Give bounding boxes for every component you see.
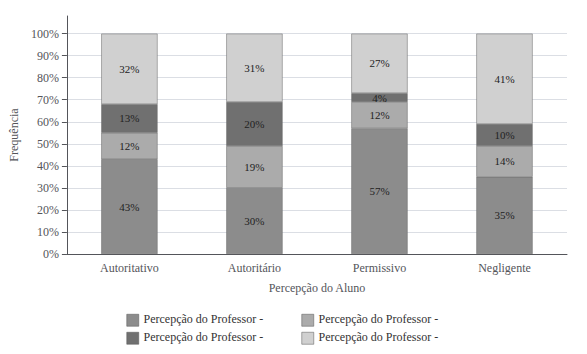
svg-text:50%: 50% — [37, 137, 59, 151]
svg-text:20%: 20% — [37, 203, 59, 217]
svg-text:27%: 27% — [369, 57, 389, 69]
svg-text:0%: 0% — [43, 247, 59, 261]
svg-text:Permissivo: Permissivo — [353, 261, 406, 275]
svg-text:10%: 10% — [494, 129, 514, 141]
svg-text:Percepção do Professor -: Percepção do Professor - — [319, 312, 439, 326]
svg-text:Negligente: Negligente — [478, 261, 531, 275]
svg-text:100%: 100% — [31, 27, 59, 41]
svg-text:60%: 60% — [37, 115, 59, 129]
svg-text:70%: 70% — [37, 93, 59, 107]
svg-text:Autoritário: Autoritário — [228, 261, 281, 275]
svg-text:12%: 12% — [369, 109, 389, 121]
svg-text:Frequência: Frequência — [7, 108, 21, 162]
svg-text:41%: 41% — [494, 73, 514, 85]
svg-text:Autoritativo: Autoritativo — [100, 261, 159, 275]
svg-text:90%: 90% — [37, 49, 59, 63]
svg-text:Percepção do Aluno: Percepção do Aluno — [269, 281, 366, 295]
svg-text:32%: 32% — [119, 63, 139, 75]
svg-text:Percepção do Professor -: Percepção do Professor - — [144, 312, 264, 326]
svg-text:19%: 19% — [244, 161, 264, 173]
svg-text:30%: 30% — [244, 215, 264, 227]
svg-text:12%: 12% — [119, 140, 139, 152]
svg-text:35%: 35% — [494, 209, 514, 221]
svg-text:43%: 43% — [119, 201, 139, 213]
svg-text:10%: 10% — [37, 225, 59, 239]
svg-text:80%: 80% — [37, 71, 59, 85]
svg-text:20%: 20% — [244, 118, 264, 130]
svg-text:57%: 57% — [369, 185, 389, 197]
svg-text:14%: 14% — [494, 155, 514, 167]
svg-text:30%: 30% — [37, 181, 59, 195]
svg-text:Percepção do Professor -: Percepção do Professor - — [319, 330, 439, 344]
svg-text:Percepção do Professor -: Percepção do Professor - — [144, 330, 264, 344]
svg-text:4%: 4% — [372, 92, 387, 104]
svg-text:40%: 40% — [37, 159, 59, 173]
svg-text:31%: 31% — [244, 62, 264, 74]
svg-text:13%: 13% — [119, 112, 139, 124]
